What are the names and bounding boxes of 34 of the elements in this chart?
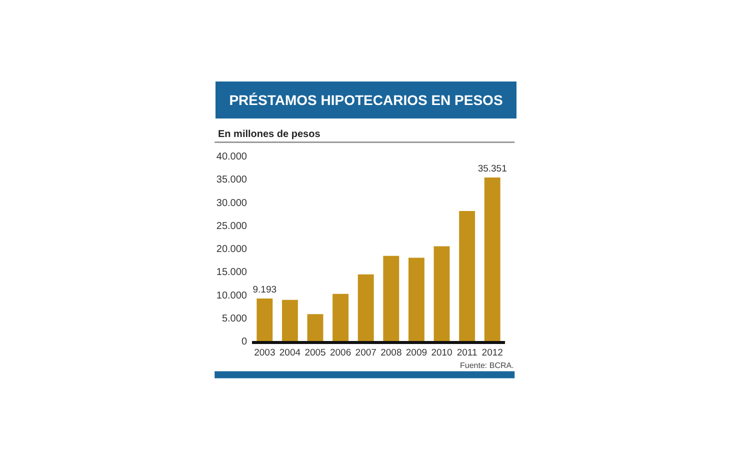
y-tick-label: 0	[241, 336, 248, 348]
data-label: 35.351	[478, 164, 507, 174]
y-tick-label: 20.000	[216, 244, 248, 255]
y-tick-label: 5.000	[222, 313, 248, 324]
x-tick-label: 2005	[304, 347, 326, 358]
bar	[256, 298, 273, 341]
bar	[358, 274, 374, 341]
bar	[282, 300, 298, 341]
chart-subtitle: En millones de pesos	[218, 129, 321, 140]
y-tick-label: 15.000	[216, 267, 248, 278]
x-tick-label: 2007	[355, 347, 376, 358]
x-tick-label: 2010	[431, 347, 452, 358]
y-tick-label: 30.000	[216, 198, 248, 209]
bar	[332, 294, 349, 341]
y-tick-label: 35.000	[216, 174, 248, 186]
x-tick-label: 2009	[406, 347, 428, 358]
x-tick-label: 2006	[330, 347, 352, 358]
bar	[408, 258, 424, 341]
x-tick-label: 2012	[482, 347, 503, 358]
y-tick-label: 10.000	[216, 290, 248, 302]
source-note: Fuente: BCRA.	[460, 361, 514, 370]
x-tick-label: 2008	[380, 347, 402, 358]
bar	[459, 211, 476, 341]
y-tick-label: 40.000	[216, 152, 248, 162]
chart-title: PRÉSTAMOS HIPOTECARIOS EN PESOS	[229, 92, 503, 108]
x-tick-label: 2004	[279, 347, 301, 358]
x-tick-label: 2003	[254, 347, 276, 358]
data-label: 9.193	[252, 284, 277, 296]
bar	[434, 246, 450, 341]
bar	[484, 178, 500, 341]
bar	[383, 256, 400, 341]
x-tick-label: 2011	[456, 347, 478, 358]
y-tick-label: 25.000	[216, 220, 248, 232]
bar	[307, 314, 324, 341]
